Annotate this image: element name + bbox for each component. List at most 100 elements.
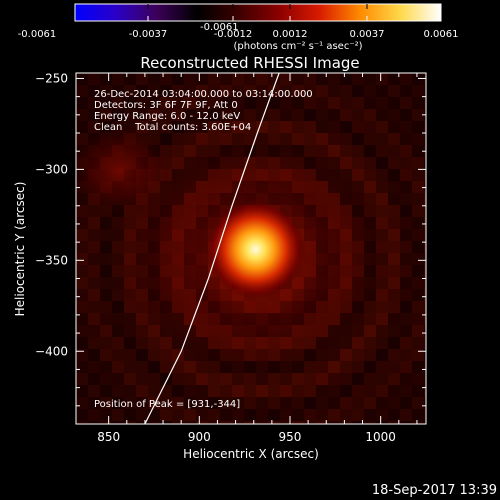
- ripple-cell: [136, 361, 148, 373]
- ripple-cell: [184, 385, 196, 397]
- footer-date: 18-Sep-2017 13:39: [372, 483, 497, 498]
- ripple-cell: [364, 337, 376, 349]
- ripple-cell: [376, 385, 388, 397]
- ripple-cell: [160, 421, 172, 433]
- ripple-cell: [184, 121, 196, 133]
- ripple-cell: [364, 121, 376, 133]
- ripple-cell: [424, 205, 426, 217]
- ripple-cell: [412, 205, 424, 217]
- annotation-peak: Position of Peak = [931,-344]: [94, 399, 240, 410]
- ripple-cell: [136, 97, 148, 109]
- colorbar-label-5: 0.0037: [350, 29, 385, 40]
- ripple-cell: [136, 385, 148, 397]
- ripple-cell: [280, 409, 292, 421]
- ripple-cell: [388, 133, 400, 145]
- ripple-cell: [412, 373, 424, 385]
- ripple-cell: [220, 421, 232, 424]
- colorbar: [74, 3, 442, 22]
- annotation-energy: Energy Range: 6.0 - 12.0 keV: [94, 111, 240, 122]
- ripple-cell: [244, 385, 256, 397]
- ripple-cell: [412, 277, 424, 289]
- ripple-cell: [400, 277, 412, 289]
- ripple-cell: [388, 109, 400, 121]
- ripple-cell: [400, 265, 412, 277]
- ripple-cell: [412, 337, 424, 349]
- ripple-cell: [388, 421, 400, 424]
- ripple-cell: [160, 373, 172, 385]
- ripple-cell: [424, 277, 426, 289]
- ripple-cell: [412, 385, 424, 397]
- ripple-cell: [160, 73, 172, 85]
- ripple-cell: [76, 229, 88, 241]
- ripple-cell: [88, 277, 100, 289]
- hard-xray-source: [205, 199, 306, 300]
- ripple-cell: [88, 373, 100, 385]
- ripple-cell: [304, 73, 316, 85]
- ripple-cell: [376, 325, 388, 337]
- ripple-cell: [400, 301, 412, 313]
- ripple-cell: [388, 181, 400, 193]
- ripple-cell: [328, 109, 340, 121]
- ripple-cell: [292, 73, 304, 85]
- ripple-cell: [280, 85, 292, 97]
- ripple-cell: [196, 109, 208, 121]
- ripple-cell: [364, 73, 376, 85]
- ripple-cell: [76, 265, 88, 277]
- ripple-cell: [364, 109, 376, 121]
- ripple-cell: [352, 409, 364, 421]
- ripple-cell: [424, 241, 426, 253]
- ripple-cell: [148, 361, 160, 373]
- ripple-cell: [340, 73, 352, 85]
- ripple-cell: [256, 397, 268, 409]
- ripple-cell: [388, 409, 400, 421]
- x-tick-label-0: 850: [97, 430, 120, 444]
- ripple-cell: [76, 349, 88, 361]
- colorbar-unit-label: (photons cm⁻² s⁻¹ asec⁻²): [233, 41, 362, 52]
- ripple-cell: [100, 409, 112, 421]
- ripple-cell: [112, 373, 124, 385]
- ripple-cell: [400, 217, 412, 229]
- ripple-cell: [400, 193, 412, 205]
- ripple-cell: [400, 289, 412, 301]
- ripple-cell: [412, 397, 424, 409]
- ripple-cell: [232, 85, 244, 97]
- ripple-cell: [196, 385, 208, 397]
- ripple-cell: [400, 361, 412, 373]
- ripple-cell: [328, 421, 340, 424]
- ripple-cell: [424, 361, 426, 373]
- ripple-cell: [316, 373, 328, 385]
- solar-limb-curve: [144, 73, 280, 424]
- ripple-cell: [76, 289, 88, 301]
- ripple-cell: [424, 73, 426, 85]
- ripple-cell: [304, 109, 316, 121]
- ripple-cell: [232, 385, 244, 397]
- ripple-cell: [364, 157, 376, 169]
- ripple-cell: [88, 313, 100, 325]
- ripple-cell: [292, 385, 304, 397]
- ripple-cell: [412, 265, 424, 277]
- ripple-cell: [412, 313, 424, 325]
- ripple-cell: [184, 373, 196, 385]
- ripple-cell: [196, 421, 208, 424]
- ripple-cell: [208, 97, 220, 109]
- ripple-cell: [148, 121, 160, 133]
- ripple-cell: [304, 97, 316, 109]
- ripple-cell: [352, 109, 364, 121]
- ripple-cell: [76, 373, 88, 385]
- ripple-cell: [328, 397, 340, 409]
- ripple-cell: [136, 349, 148, 361]
- ripple-cell: [424, 409, 426, 421]
- ripple-cell: [88, 253, 100, 265]
- ripple-cell: [160, 97, 172, 109]
- ripple-cell: [412, 97, 424, 109]
- ripple-cell: [280, 421, 292, 424]
- x-tick-labels: 850 900 950 1000: [97, 430, 396, 444]
- ripple-cell: [412, 109, 424, 121]
- ripple-cell: [424, 169, 426, 181]
- ripple-cell: [88, 73, 100, 85]
- ripple-cell: [340, 421, 352, 424]
- ripple-cell: [400, 337, 412, 349]
- ripple-cell: [100, 349, 112, 361]
- ripple-cell: [400, 97, 412, 109]
- ripple-cell: [412, 85, 424, 97]
